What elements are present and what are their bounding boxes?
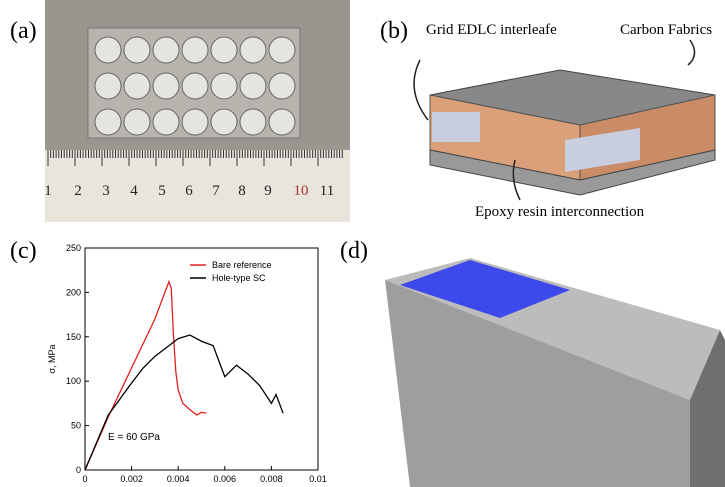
- legend-label: Hole-type SC: [212, 273, 266, 283]
- x-tick-label: 0.006: [214, 474, 237, 484]
- diagram-b: [413, 39, 716, 201]
- render-d: [385, 258, 725, 487]
- x-tick-label: 0.01: [309, 474, 327, 484]
- hole: [152, 72, 180, 100]
- hole: [268, 108, 296, 136]
- legend-label: Bare reference: [212, 260, 272, 270]
- x-tick-label: 0.004: [167, 474, 190, 484]
- hole: [123, 72, 151, 100]
- y-tick-label: 0: [76, 465, 81, 475]
- hole: [94, 72, 122, 100]
- hole: [268, 36, 296, 64]
- hole: [181, 108, 209, 136]
- hole: [210, 36, 238, 64]
- hole: [181, 36, 209, 64]
- hole: [152, 36, 180, 64]
- hole: [152, 108, 180, 136]
- plot-frame: [84, 247, 319, 471]
- x-tick-label: 0.002: [120, 474, 143, 484]
- ruler-label: 11: [320, 183, 334, 199]
- ruler-label: 1: [44, 183, 52, 199]
- annotation: Grid EDLC interleafe: [426, 22, 557, 38]
- series-line: [84, 279, 207, 471]
- ruler-label: 2: [74, 183, 82, 199]
- y-tick-label: 50: [71, 421, 81, 431]
- hole: [123, 108, 151, 136]
- x-tick-label: 0.008: [260, 474, 283, 484]
- hole: [239, 72, 267, 100]
- y-tick-label: 200: [66, 287, 81, 297]
- ruler-label: 6: [185, 183, 193, 199]
- hole: [239, 108, 267, 136]
- ruler-label: 3: [102, 183, 110, 199]
- y-axis-label: σ, MPa: [47, 344, 57, 373]
- annotation: Epoxy resin interconnection: [475, 204, 645, 220]
- hole: [94, 36, 122, 64]
- y-tick-label: 150: [66, 332, 81, 342]
- hole: [94, 108, 122, 136]
- y-tick-label: 250: [66, 243, 81, 253]
- annotation: Carbon Fabrics: [620, 22, 712, 38]
- ruler-label: 10: [294, 183, 309, 199]
- series-line: [84, 334, 284, 471]
- hole: [123, 36, 151, 64]
- panel-label: (b): [380, 18, 408, 44]
- ruler-label: 9: [264, 183, 272, 199]
- hole: [181, 72, 209, 100]
- ruler-label: 8: [238, 183, 246, 199]
- ruler-label: 5: [158, 183, 166, 199]
- hole: [239, 36, 267, 64]
- hole: [268, 72, 296, 100]
- photo-a: [45, 0, 350, 222]
- ruler-label: 4: [130, 183, 138, 199]
- hole: [210, 108, 238, 136]
- panel-label: (c): [10, 238, 37, 264]
- ruler-label: 7: [212, 183, 220, 199]
- x-tick-label: 0: [82, 474, 87, 484]
- panel-label: (a): [10, 18, 37, 44]
- hole: [210, 72, 238, 100]
- annotation: E = 60 GPa: [108, 432, 160, 443]
- panel-label: (d): [340, 238, 368, 264]
- y-tick-label: 100: [66, 376, 81, 386]
